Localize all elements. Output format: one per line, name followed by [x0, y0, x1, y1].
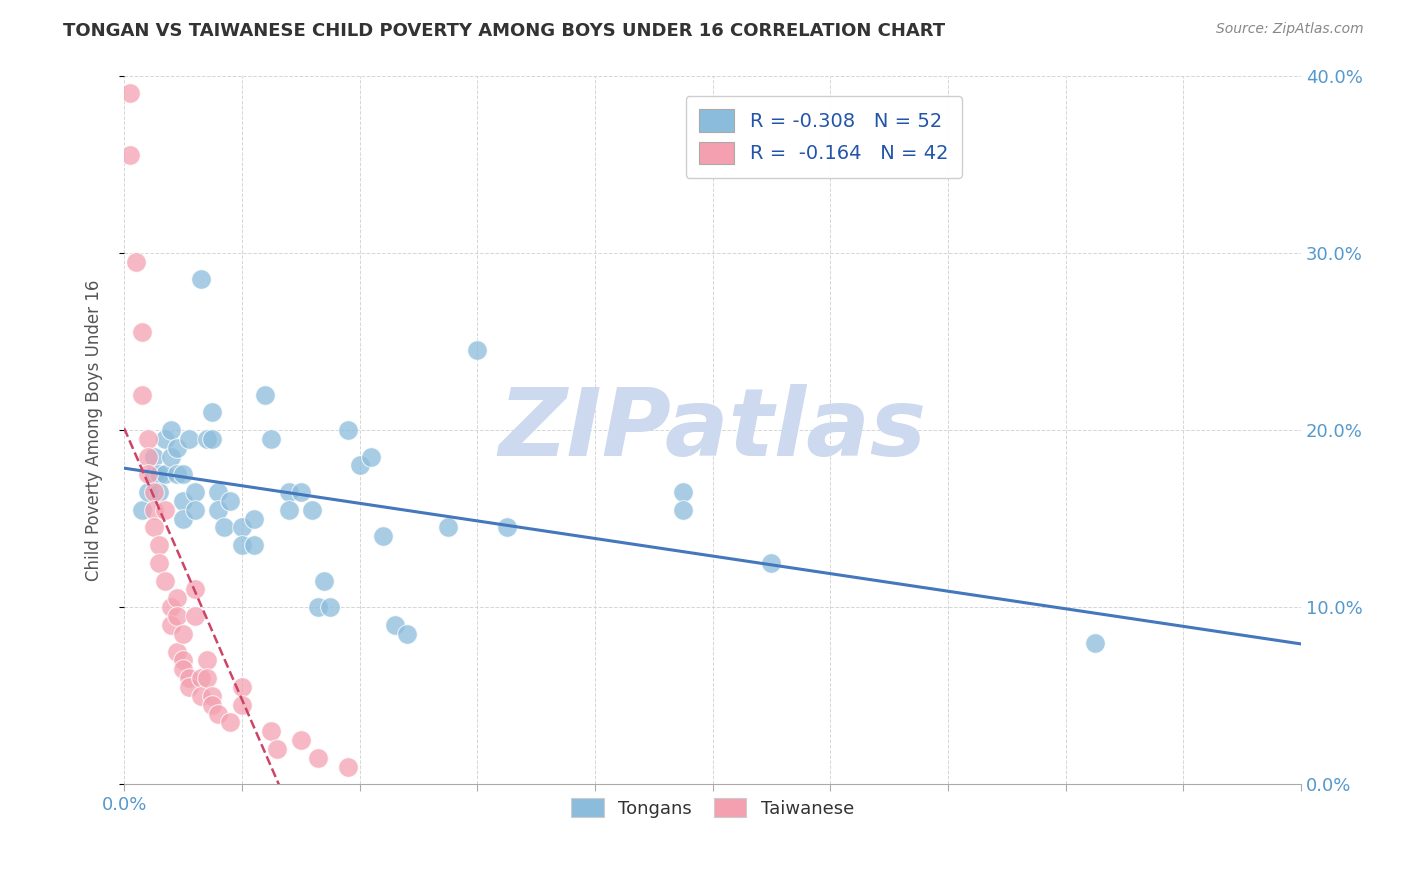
Point [231, 538, 253, 552]
Point [160, 600, 183, 615]
Point [207, 502, 229, 516]
Point [336, 423, 359, 437]
Point [349, 458, 371, 473]
Text: ZIPatlas: ZIPatlas [499, 384, 927, 476]
Point [118, 148, 141, 162]
Point [207, 485, 229, 500]
Point [201, 689, 224, 703]
Point [672, 485, 695, 500]
Point [219, 494, 242, 508]
Point [125, 254, 148, 268]
Point [212, 520, 235, 534]
Point [465, 343, 488, 358]
Point [761, 556, 783, 570]
Point [307, 751, 329, 765]
Point [395, 627, 418, 641]
Text: Source: ZipAtlas.com: Source: ZipAtlas.com [1216, 22, 1364, 37]
Point [136, 450, 159, 464]
Point [172, 662, 194, 676]
Point [172, 653, 194, 667]
Point [155, 432, 177, 446]
Point [290, 485, 312, 500]
Point [177, 671, 200, 685]
Point [277, 485, 299, 500]
Point [184, 502, 207, 516]
Point [242, 538, 264, 552]
Point [148, 556, 170, 570]
Point [148, 485, 170, 500]
Point [495, 520, 517, 534]
Point [131, 326, 153, 340]
Point [142, 502, 165, 516]
Point [118, 87, 141, 101]
Point [195, 432, 218, 446]
Point [136, 432, 159, 446]
Point [371, 529, 394, 543]
Point [142, 485, 165, 500]
Point [155, 574, 177, 588]
Point [266, 742, 288, 756]
Point [437, 520, 460, 534]
Point [160, 618, 183, 632]
Point [190, 689, 212, 703]
Point [290, 733, 312, 747]
Point [136, 467, 159, 482]
Point [231, 680, 253, 694]
Point [172, 494, 194, 508]
Point [672, 502, 695, 516]
Legend: Tongans, Taiwanese: Tongans, Taiwanese [564, 791, 860, 825]
Point [195, 671, 218, 685]
Point [260, 432, 283, 446]
Point [260, 724, 283, 739]
Point [184, 609, 207, 624]
Point [201, 432, 224, 446]
Y-axis label: Child Poverty Among Boys Under 16: Child Poverty Among Boys Under 16 [86, 279, 103, 581]
Point [177, 680, 200, 694]
Point [336, 760, 359, 774]
Point [177, 432, 200, 446]
Point [219, 715, 242, 730]
Point [172, 511, 194, 525]
Point [131, 387, 153, 401]
Point [314, 574, 336, 588]
Point [242, 511, 264, 525]
Point [195, 653, 218, 667]
Point [231, 520, 253, 534]
Point [201, 698, 224, 712]
Point [1084, 635, 1107, 649]
Point [148, 467, 170, 482]
Point [190, 671, 212, 685]
Point [360, 450, 382, 464]
Point [166, 467, 188, 482]
Point [172, 627, 194, 641]
Point [131, 502, 153, 516]
Point [201, 405, 224, 419]
Point [166, 591, 188, 606]
Point [172, 467, 194, 482]
Point [136, 485, 159, 500]
Point [231, 698, 253, 712]
Point [277, 502, 299, 516]
Point [384, 618, 406, 632]
Point [166, 644, 188, 658]
Point [166, 441, 188, 455]
Point [184, 582, 207, 597]
Point [184, 485, 207, 500]
Point [166, 609, 188, 624]
Point [301, 502, 323, 516]
Point [160, 423, 183, 437]
Point [254, 387, 277, 401]
Point [160, 450, 183, 464]
Point [207, 706, 229, 721]
Point [155, 467, 177, 482]
Point [307, 600, 329, 615]
Point [190, 272, 212, 286]
Point [142, 450, 165, 464]
Point [155, 502, 177, 516]
Point [142, 520, 165, 534]
Point [142, 467, 165, 482]
Text: TONGAN VS TAIWANESE CHILD POVERTY AMONG BOYS UNDER 16 CORRELATION CHART: TONGAN VS TAIWANESE CHILD POVERTY AMONG … [63, 22, 945, 40]
Point [319, 600, 342, 615]
Point [148, 538, 170, 552]
